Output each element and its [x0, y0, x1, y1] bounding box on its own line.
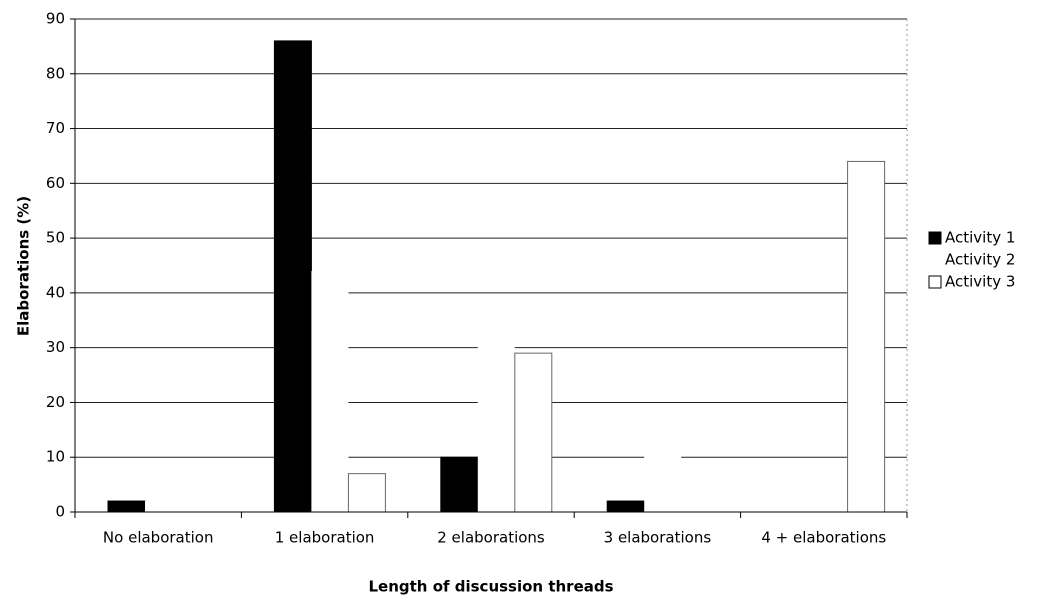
bar — [606, 500, 645, 513]
y-tick-label: 40 — [46, 283, 65, 301]
bar — [514, 352, 553, 513]
x-tick-label: 4 + elaborations — [761, 529, 886, 547]
y-axis-label: Elaborations (%) — [15, 196, 33, 336]
bar — [644, 446, 682, 512]
x-tick-label: No elaboration — [103, 529, 214, 547]
y-tick-label: 30 — [46, 338, 65, 356]
bar — [810, 479, 848, 512]
legend-swatch — [929, 254, 941, 266]
bar — [347, 473, 386, 513]
legend-swatch — [928, 231, 942, 245]
bar — [145, 501, 182, 512]
legend-label: Activity 1 — [945, 229, 1015, 247]
y-tick-label: 70 — [46, 119, 65, 137]
bar — [847, 160, 886, 513]
y-tick-label: 20 — [46, 393, 65, 411]
legend-label: Activity 2 — [945, 251, 1015, 269]
x-tick-label: 3 elaborations — [604, 529, 712, 547]
x-tick-label: 2 elaborations — [437, 529, 545, 547]
y-tick-label: 60 — [46, 174, 65, 192]
y-tick-label: 10 — [46, 448, 65, 466]
bar — [477, 314, 515, 512]
y-tick-label: 80 — [46, 64, 65, 82]
bar — [311, 270, 349, 512]
bar — [273, 40, 312, 513]
x-tick-label: 1 elaboration — [275, 529, 375, 547]
legend-label: Activity 3 — [945, 273, 1015, 291]
y-tick-label: 90 — [46, 10, 65, 28]
bar — [107, 500, 146, 513]
bar — [440, 456, 479, 513]
y-tick-label: 50 — [46, 229, 65, 247]
y-tick-label: 0 — [55, 503, 65, 521]
x-axis-label: Length of discussion threads — [368, 578, 613, 596]
legend-swatch — [928, 275, 942, 289]
